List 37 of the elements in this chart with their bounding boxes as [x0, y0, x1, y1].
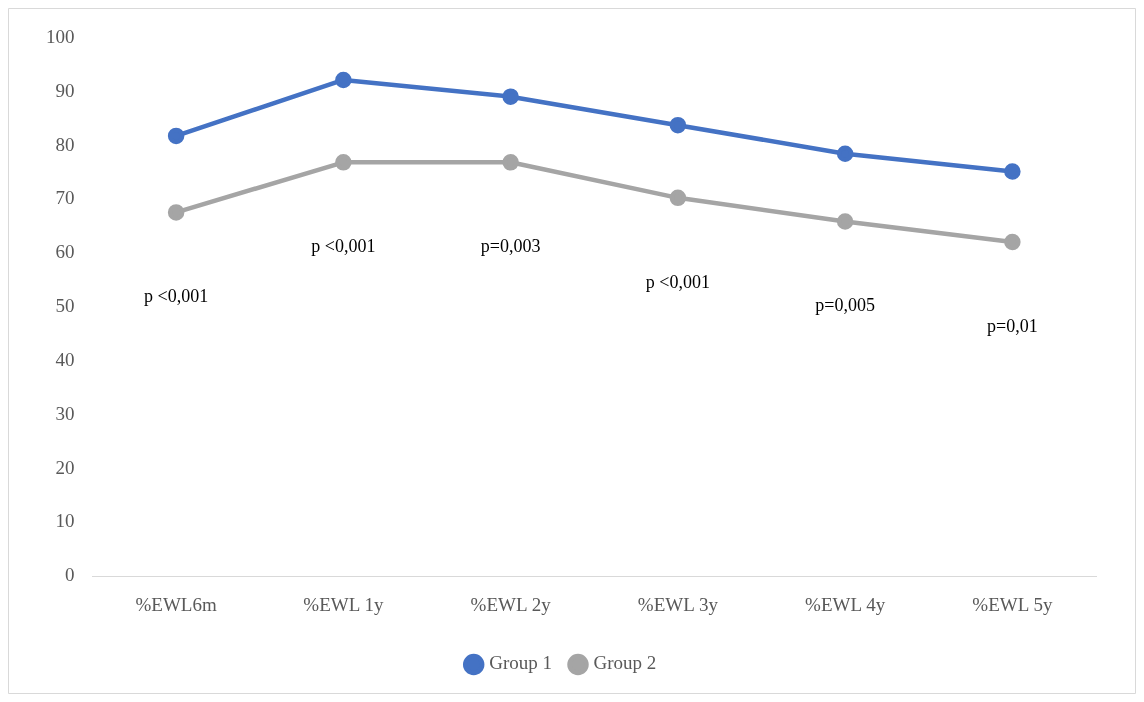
y-tick-label: 30 [55, 402, 75, 424]
annotation: p=0,01 [987, 315, 1038, 336]
x-tick-label: %EWL6m [135, 593, 217, 615]
y-tick-label: 40 [55, 348, 75, 370]
point [167, 204, 185, 221]
legend-label: Group 2 [593, 652, 657, 674]
x-tick-label: %EWL 3y [637, 593, 719, 615]
point [1004, 233, 1021, 251]
point [167, 127, 185, 145]
point [335, 71, 352, 89]
annotation: p=0,005 [815, 295, 875, 316]
point [836, 145, 854, 162]
x-tick-label: %EWL 1y [303, 593, 384, 615]
y-tick-label: 60 [55, 241, 75, 263]
annotation: p <0,001 [144, 286, 209, 307]
annotation: p=0,003 [480, 236, 541, 257]
y-tick-label: 0 [65, 564, 75, 586]
point [1004, 163, 1021, 180]
x-tick-label: %EWL 5y [972, 593, 1053, 615]
y-tick-label: 80 [55, 133, 75, 155]
point [502, 88, 519, 105]
point [836, 213, 854, 230]
x-tick-label: %EWL 2y [470, 593, 552, 615]
point [669, 116, 687, 134]
legend-label: Group 1 [489, 652, 553, 674]
point [669, 189, 687, 207]
y-tick-label: 70 [55, 187, 75, 209]
y-tick-label: 10 [55, 510, 75, 532]
point [502, 154, 519, 171]
y-tick-label: 20 [55, 456, 75, 478]
y-tick-label: 90 [55, 79, 75, 101]
annotation: p <0,001 [311, 236, 376, 257]
x-tick-label: %EWL 4y [805, 593, 886, 615]
annotation: p <0,001 [645, 271, 710, 292]
point [335, 154, 352, 171]
y-tick-label: 50 [55, 295, 75, 317]
y-tick-label: 100 [46, 25, 75, 47]
